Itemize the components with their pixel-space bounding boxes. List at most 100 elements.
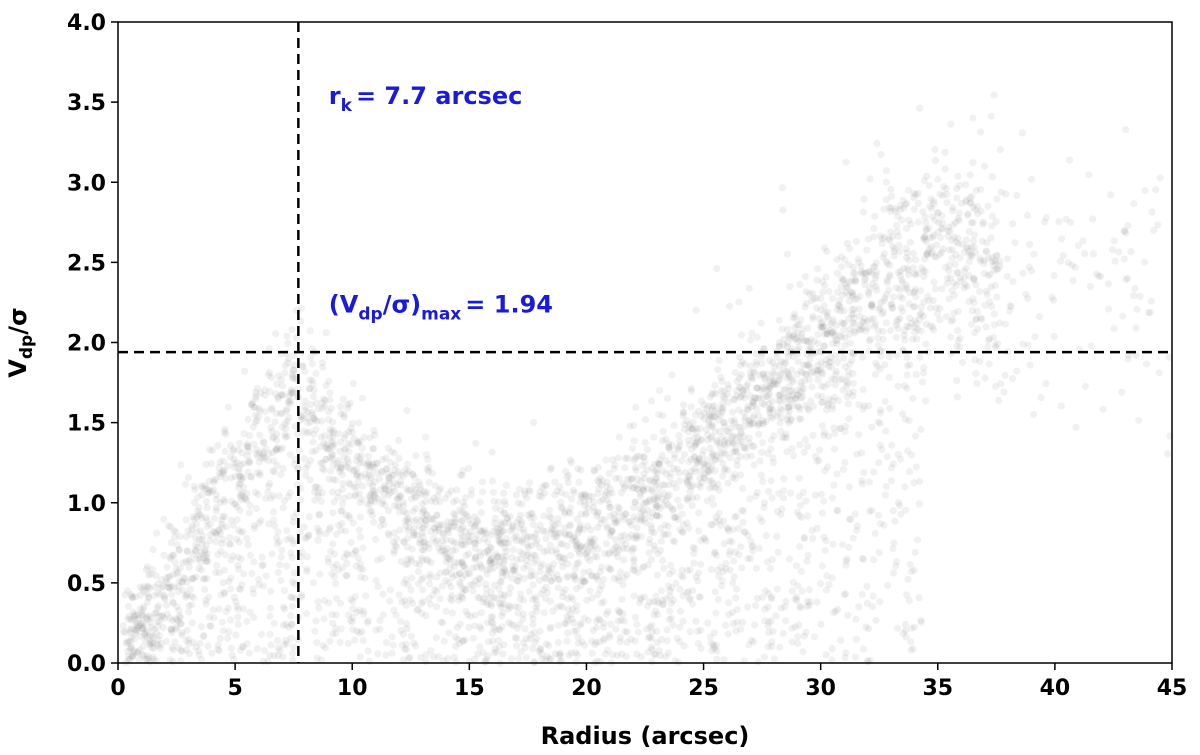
scatter-point bbox=[270, 619, 278, 627]
scatter-point bbox=[562, 620, 570, 628]
scatter-point bbox=[901, 483, 909, 491]
scatter-point bbox=[215, 527, 223, 535]
scatter-point bbox=[867, 301, 876, 309]
scatter-point bbox=[878, 310, 886, 318]
scatter-point bbox=[522, 654, 531, 662]
scatter-point bbox=[599, 495, 607, 504]
scatter-point bbox=[501, 566, 509, 574]
scatter-point bbox=[1009, 278, 1017, 286]
scatter-point bbox=[341, 434, 349, 442]
scatter-point bbox=[1141, 258, 1149, 266]
scatter-point bbox=[770, 378, 779, 386]
scatter-point bbox=[319, 363, 327, 371]
scatter-point bbox=[393, 495, 401, 503]
scatter-point bbox=[287, 593, 295, 601]
scatter-point bbox=[958, 240, 967, 248]
scatter-point bbox=[810, 295, 818, 303]
scatter-point bbox=[683, 478, 691, 486]
scatter-point bbox=[227, 497, 236, 505]
scatter-point bbox=[631, 498, 639, 506]
scatter-point bbox=[689, 543, 697, 551]
scatter-point bbox=[659, 437, 667, 445]
scatter-point bbox=[309, 448, 317, 456]
scatter-point bbox=[615, 474, 623, 482]
scatter-point bbox=[326, 523, 334, 532]
scatter-point bbox=[880, 205, 888, 213]
scatter-point bbox=[912, 463, 921, 471]
scatter-point bbox=[730, 416, 738, 424]
scatter-point bbox=[851, 277, 859, 285]
scatter-point bbox=[869, 263, 878, 271]
scatter-point bbox=[411, 493, 419, 501]
scatter-point bbox=[719, 393, 727, 401]
scatter-point bbox=[856, 312, 864, 320]
scatter-point bbox=[800, 632, 808, 640]
scatter-point bbox=[839, 276, 847, 285]
scatter-point bbox=[407, 632, 415, 640]
scatter-point bbox=[194, 493, 202, 501]
scatter-point bbox=[789, 378, 797, 386]
scatter-point bbox=[676, 437, 684, 445]
scatter-point bbox=[749, 369, 758, 377]
scatter-point bbox=[568, 495, 576, 503]
scatter-point bbox=[703, 405, 711, 413]
scatter-point bbox=[664, 440, 673, 448]
scatter-point bbox=[397, 492, 405, 501]
scatter-point bbox=[697, 467, 705, 475]
scatter-point bbox=[566, 522, 574, 530]
scatter-point bbox=[243, 452, 251, 460]
scatter-point bbox=[818, 509, 827, 517]
scatter-point bbox=[360, 433, 368, 441]
scatter-point bbox=[1042, 379, 1050, 387]
scatter-point bbox=[729, 473, 737, 481]
scatter-point bbox=[701, 535, 709, 543]
scatter-point bbox=[390, 546, 398, 555]
scatter-point bbox=[209, 446, 217, 455]
scatter-point bbox=[725, 599, 733, 607]
scatter-point bbox=[949, 316, 957, 324]
scatter-point bbox=[898, 216, 906, 224]
scatter-point bbox=[965, 297, 973, 306]
scatter-point bbox=[845, 543, 853, 552]
scatter-point bbox=[814, 330, 822, 339]
scatter-point bbox=[631, 454, 639, 462]
scatter-point bbox=[923, 250, 931, 258]
scatter-point bbox=[439, 529, 447, 537]
scatter-point bbox=[352, 465, 360, 473]
scatter-point bbox=[396, 471, 404, 479]
scatter-point bbox=[620, 574, 628, 582]
scatter-point bbox=[825, 287, 833, 296]
scatter-point bbox=[855, 603, 863, 611]
scatter-point bbox=[141, 631, 149, 639]
scatter-point bbox=[370, 518, 378, 526]
scatter-point bbox=[349, 625, 357, 634]
scatter-point bbox=[647, 397, 656, 405]
scatter-point bbox=[785, 555, 794, 563]
scatter-point bbox=[197, 514, 206, 522]
scatter-point bbox=[604, 607, 612, 616]
scatter-point bbox=[303, 429, 311, 437]
scatter-point bbox=[224, 634, 232, 642]
scatter-point bbox=[472, 439, 480, 447]
scatter-point bbox=[426, 573, 434, 582]
scatter-point bbox=[676, 502, 684, 511]
scatter-point bbox=[395, 436, 403, 444]
scatter-point bbox=[978, 237, 986, 245]
scatter-point bbox=[822, 586, 831, 594]
scatter-point bbox=[279, 464, 287, 473]
scatter-point bbox=[229, 447, 237, 455]
scatter-point bbox=[935, 219, 943, 227]
scatter-point bbox=[455, 596, 463, 605]
scatter-point bbox=[413, 531, 421, 539]
scatter-point bbox=[245, 459, 253, 467]
scatter-point bbox=[558, 504, 566, 512]
scatter-point bbox=[605, 549, 614, 557]
scatter-point bbox=[145, 654, 153, 662]
scatter-point bbox=[705, 477, 713, 485]
scatter-point bbox=[951, 260, 959, 268]
scatter-point bbox=[451, 515, 459, 523]
scatter-point bbox=[841, 334, 849, 342]
scatter-point bbox=[261, 391, 269, 399]
scatter-point bbox=[610, 465, 618, 473]
scatter-point bbox=[842, 158, 850, 166]
